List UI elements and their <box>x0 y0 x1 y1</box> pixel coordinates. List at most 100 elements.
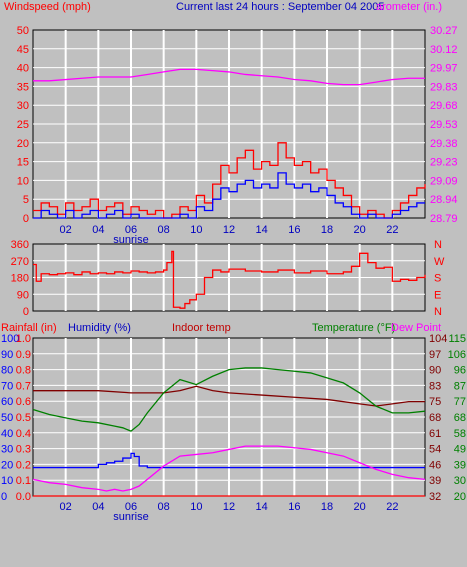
barometer-tick: 29.97 <box>430 63 458 75</box>
wind-panel-series <box>33 68 426 219</box>
windspeed-tick: 50 <box>17 25 29 37</box>
windspeed-tick: 25 <box>17 119 29 131</box>
temperature-tick: 87 <box>454 380 466 392</box>
humidity-tick: 30 <box>1 444 13 456</box>
x-tick-label: 20 <box>354 224 366 236</box>
indoor-temp-tick: 90 <box>429 365 441 377</box>
x-tick-label: 08 <box>158 501 170 513</box>
indoor-temp-tick: 83 <box>429 380 441 392</box>
x-tick-label: 16 <box>288 501 300 513</box>
rainfall-tick: 0.9 <box>16 349 31 361</box>
x-tick-label: 12 <box>223 224 235 236</box>
x-tick-label: 18 <box>321 224 333 236</box>
x-tick-label: 08 <box>158 224 170 236</box>
x-tick-label: 14 <box>256 501 268 513</box>
indoor-temp-tick: 32 <box>429 491 441 503</box>
temperature-tick: 58 <box>454 428 466 440</box>
barometer-tick: 29.38 <box>430 138 458 150</box>
windspeed-tick: 35 <box>17 81 29 93</box>
humidity-tick: 90 <box>1 349 13 361</box>
temperature-tick: 39 <box>454 459 466 471</box>
x-tick-label: 10 <box>190 501 202 513</box>
temp-panel-ticks: 10090807060504030201001.00.90.80.70.60.5… <box>1 333 466 523</box>
sunrise-label: sunrise <box>113 511 148 523</box>
series-humidity <box>33 452 425 469</box>
barometer-tick: 29.68 <box>430 100 458 112</box>
indoor-temp-tick: 39 <box>429 475 441 487</box>
direction-panel-series <box>33 250 426 309</box>
barometer-tick: 29.53 <box>430 119 458 131</box>
compass-tick: N <box>434 306 442 318</box>
x-tick-label: 10 <box>190 224 202 236</box>
x-tick-label: 06 <box>125 501 137 513</box>
indoor-temp-tick: 75 <box>429 396 441 408</box>
series-wind-direction <box>33 250 426 309</box>
direction-tick: 360 <box>11 239 29 251</box>
windspeed-tick: 10 <box>17 175 29 187</box>
temperature-tick: 68 <box>454 412 466 424</box>
rainfall-tick: 0.1 <box>16 475 31 487</box>
rainfall-tick: 1.0 <box>16 333 31 345</box>
temperature-tick: 20 <box>454 491 466 503</box>
indoor-temp-axis-label: Indoor temp <box>172 322 231 334</box>
rainfall-axis-label: Rainfall (in) <box>1 322 57 334</box>
humidity-tick: 0 <box>1 491 7 503</box>
rainfall-tick: 0.5 <box>16 412 31 424</box>
temperature-tick: 115 <box>448 333 466 345</box>
chart-title: Current last 24 hours : September 04 200… <box>176 1 385 13</box>
indoor-temp-tick: 54 <box>429 444 441 456</box>
direction-tick: 90 <box>17 289 29 301</box>
barometer-axis-label: arometer (in.) <box>376 1 442 13</box>
windspeed-tick: 45 <box>17 44 29 56</box>
barometer-tick: 30.12 <box>430 44 458 56</box>
temperature-tick: 106 <box>448 349 466 361</box>
wind-panel-ticks: 5045403530252015105030.2730.1229.9729.83… <box>17 25 458 246</box>
humidity-tick: 40 <box>1 428 13 440</box>
series-dew-point <box>32 445 426 492</box>
rainfall-tick: 0.2 <box>16 459 31 471</box>
series-wind-average <box>33 172 425 219</box>
temperature-axis-label: Temperature (°F) <box>312 322 395 334</box>
wind-panel-grid <box>33 30 425 218</box>
series-temperature <box>32 367 426 432</box>
indoor-temp-tick: 104 <box>429 333 447 345</box>
humidity-axis-label: Humidity (%) <box>68 322 131 334</box>
rainfall-tick: 0.6 <box>16 396 31 408</box>
direction-tick: 270 <box>11 256 29 268</box>
windspeed-tick: 40 <box>17 63 29 75</box>
humidity-tick: 60 <box>1 396 13 408</box>
windspeed-tick: 5 <box>23 194 29 206</box>
rainfall-tick: 0.3 <box>16 444 31 456</box>
x-tick-label: 22 <box>386 224 398 236</box>
barometer-tick: 29.23 <box>430 157 458 169</box>
indoor-temp-tick: 61 <box>429 428 441 440</box>
temperature-tick: 30 <box>454 475 466 487</box>
compass-tick: S <box>434 273 441 285</box>
compass-tick: E <box>434 289 441 301</box>
x-tick-label: 02 <box>60 501 72 513</box>
x-tick-label: 04 <box>92 224 104 236</box>
x-tick-label: 20 <box>354 501 366 513</box>
sunrise-label: sunrise <box>113 234 148 246</box>
temperature-tick: 96 <box>454 365 466 377</box>
windspeed-tick: 30 <box>17 100 29 112</box>
compass-tick: W <box>434 256 445 268</box>
humidity-tick: 70 <box>1 380 13 392</box>
humidity-tick: 20 <box>1 459 13 471</box>
barometer-tick: 28.94 <box>430 194 458 206</box>
windspeed-tick: 15 <box>17 157 29 169</box>
barometer-tick: 29.83 <box>430 81 458 93</box>
barometer-tick: 28.79 <box>430 213 458 225</box>
windspeed-axis-label: Windspeed (mph) <box>4 1 91 13</box>
humidity-tick: 10 <box>1 475 13 487</box>
x-tick-label: 06 <box>125 224 137 236</box>
direction-tick: 0 <box>23 306 29 318</box>
barometer-tick: 30.27 <box>430 25 458 37</box>
humidity-tick: 100 <box>1 333 19 345</box>
temp-panel-series <box>32 367 426 497</box>
compass-tick: N <box>434 239 442 251</box>
x-tick-label: 14 <box>256 224 268 236</box>
